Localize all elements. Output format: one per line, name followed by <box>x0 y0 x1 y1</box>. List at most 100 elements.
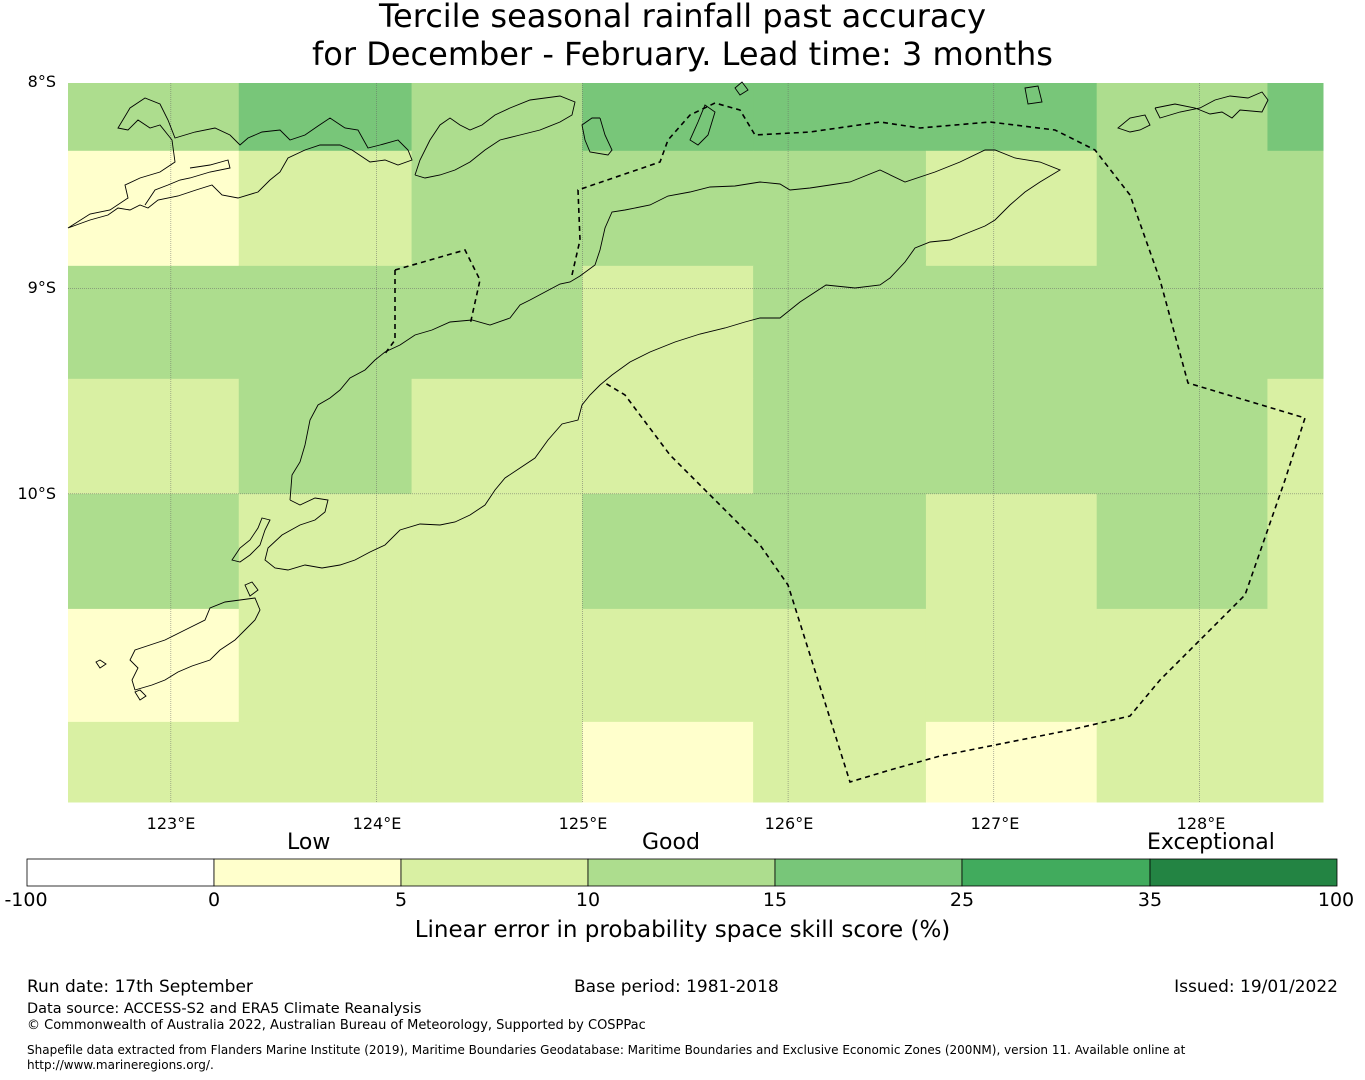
skill-cell <box>68 721 240 803</box>
colorbar-tick: 5 <box>394 889 408 911</box>
map-title-line-1: Tercile seasonal rainfall past accuracy <box>378 0 987 35</box>
lon-label-123e: 123°E <box>146 814 196 833</box>
skill-cell <box>1096 265 1268 380</box>
lon-label-125e: 125°E <box>558 814 608 833</box>
skill-cell <box>238 721 413 803</box>
eez-boundary-oecusse <box>383 249 481 356</box>
colorbar-tick: 100 <box>1317 889 1355 911</box>
lat-label-8s: 8°S <box>27 72 56 91</box>
skill-cell <box>1267 150 1324 267</box>
data-source: Data source: ACCESS-S2 and ERA5 Climate … <box>27 1001 422 1017</box>
lat-label-9s: 9°S <box>27 278 56 297</box>
skill-cell <box>411 493 583 610</box>
skill-cell <box>411 608 583 723</box>
shapefile-credit: Shapefile data extracted from Flanders M… <box>27 1043 1186 1057</box>
coastline-kisar <box>1024 85 1043 105</box>
coastline-sabu <box>95 597 261 701</box>
skill-cell <box>411 378 583 495</box>
colorbar <box>26 858 1338 887</box>
skill-cell <box>925 378 1098 495</box>
category-exceptional: Exceptional <box>1147 830 1275 855</box>
skill-cell <box>68 378 240 495</box>
base-period: Base period: 1981-2018 <box>574 977 779 997</box>
skill-cell <box>582 265 754 380</box>
skill-cell <box>411 721 583 803</box>
skill-cell <box>1096 378 1268 495</box>
skill-cell <box>68 83 240 152</box>
colorbar-bin <box>213 858 402 887</box>
colorbar-tick: 35 <box>1137 889 1163 911</box>
skill-cell <box>753 493 927 610</box>
skill-cell <box>68 265 240 380</box>
skill-cell <box>1267 378 1324 495</box>
skill-cell <box>753 608 927 723</box>
skill-cell <box>925 721 1098 803</box>
lon-label-124e: 124°E <box>352 814 402 833</box>
colorbar-tick: 10 <box>575 889 601 911</box>
colorbar-bin <box>587 858 776 887</box>
skill-cell <box>582 721 754 803</box>
lat-label-10s: 10°S <box>17 484 56 503</box>
skill-cell <box>1267 493 1324 610</box>
colorbar-bins <box>26 858 1338 887</box>
colorbar-tick: 25 <box>949 889 975 911</box>
coastline-atauro <box>689 81 749 146</box>
skill-cell <box>753 150 927 267</box>
skill-cell <box>238 493 413 610</box>
skill-cell <box>238 150 413 267</box>
skill-cell <box>1267 721 1324 803</box>
colorbar-tick: -100 <box>4 889 48 911</box>
skill-cell <box>238 265 413 380</box>
coastline-lembata <box>414 95 576 179</box>
skill-cell <box>68 150 240 267</box>
skill-cell <box>1267 608 1324 723</box>
skill-cell <box>925 150 1098 267</box>
skill-cell <box>1267 265 1324 380</box>
run-date: Run date: 17th September <box>27 977 253 997</box>
skill-cell <box>582 493 754 610</box>
coastline-solor <box>144 159 231 206</box>
skill-cell <box>925 265 1098 380</box>
coastline-timor <box>264 149 1062 571</box>
issued-date: Issued: 19/01/2022 <box>1174 977 1338 997</box>
skill-grid-cells <box>68 83 1324 803</box>
skill-cell <box>582 378 754 495</box>
copyright: © Commonwealth of Australia 2022, Austra… <box>27 1018 646 1033</box>
skill-cell <box>1096 608 1268 723</box>
skill-cell <box>753 378 927 495</box>
coastline-rote <box>231 517 271 563</box>
eez-boundary-timor-leste <box>571 102 1307 783</box>
coastline-rote-small <box>244 581 259 597</box>
skill-cell <box>1096 83 1268 152</box>
skill-cell <box>753 83 927 152</box>
colorbar-bin <box>961 858 1151 887</box>
colorbar-bin <box>26 858 215 887</box>
skill-cell <box>238 608 413 723</box>
colorbar-tick: 0 <box>207 889 221 911</box>
colorbar-tick: 15 <box>762 889 788 911</box>
skill-cell <box>1096 493 1268 610</box>
skill-cell <box>582 83 754 152</box>
skill-cell <box>411 83 583 152</box>
category-low: Low <box>287 830 331 855</box>
coastlines <box>67 81 1269 701</box>
skill-cell <box>238 83 413 152</box>
shapefile-url: http://www.marineregions.org/. <box>27 1058 214 1072</box>
coastline-wetar <box>1117 91 1269 133</box>
coastline-flores <box>67 97 413 229</box>
coastline-alor <box>581 117 613 156</box>
category-good: Good <box>642 830 700 855</box>
colorbar-bin <box>400 858 589 887</box>
skill-cell <box>238 378 413 495</box>
skill-cell <box>411 150 583 267</box>
colorbar-bin <box>1149 858 1338 887</box>
skill-cell <box>582 608 754 723</box>
skill-cell <box>925 608 1098 723</box>
skill-cell <box>753 721 927 803</box>
map-title-line-2: for December - February. Lead time: 3 mo… <box>312 35 1053 73</box>
skill-cell <box>1267 83 1324 152</box>
maritime-boundaries <box>383 102 1307 783</box>
skill-cell <box>925 493 1098 610</box>
skill-cell <box>582 150 754 267</box>
lon-label-126e: 126°E <box>764 814 814 833</box>
